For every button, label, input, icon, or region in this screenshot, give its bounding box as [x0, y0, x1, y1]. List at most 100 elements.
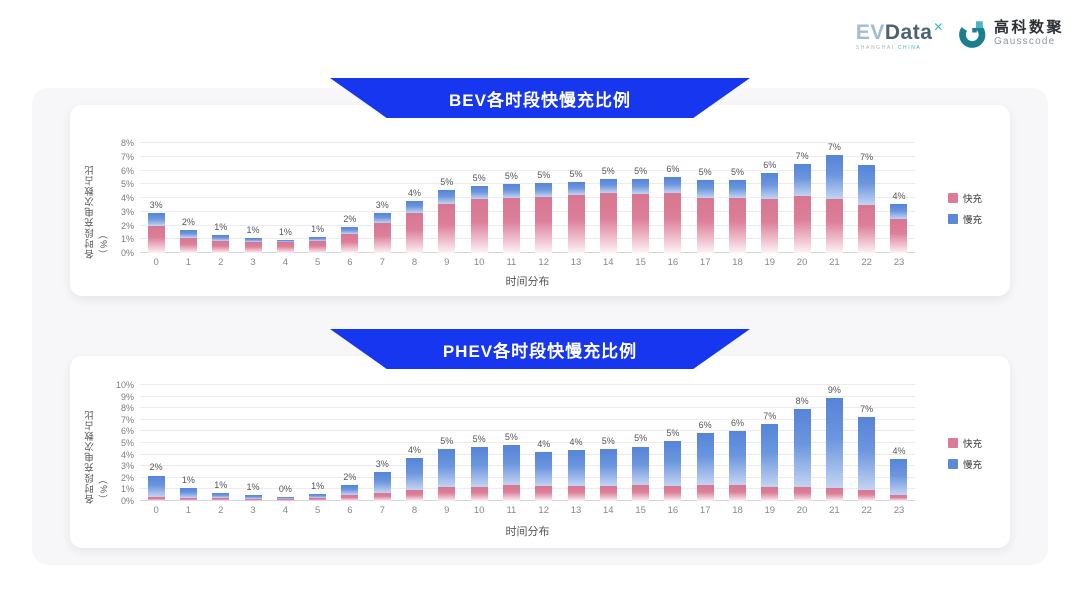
- fast-charge-segment: [567, 485, 585, 501]
- slow-charge-segment: [373, 472, 391, 493]
- slow-charge-segment: [793, 163, 811, 196]
- bar-18: 5%: [721, 143, 753, 253]
- y-tick-label: 7%: [120, 151, 134, 162]
- gridline: [140, 442, 915, 443]
- fast-charge-segment: [373, 222, 391, 253]
- bar-19: 7%: [754, 385, 786, 501]
- legend-swatch: [947, 438, 958, 448]
- y-tick-label: 5%: [120, 438, 134, 448]
- fast-charge-segment: [761, 199, 779, 253]
- bar-total-label: 2%: [343, 213, 357, 224]
- header-logos: EVData✕ SHANGHAI CHINA 高科数聚 Gausscode: [856, 16, 1064, 52]
- gridline: [140, 418, 915, 420]
- gridline: [140, 210, 915, 212]
- bar-3: 1%: [237, 385, 269, 501]
- y-tick-label: 1%: [120, 234, 134, 245]
- x-tick-label: 19: [764, 257, 776, 268]
- y-tick-label: 3%: [120, 206, 134, 217]
- fast-charge-segment: [438, 203, 456, 253]
- fast-charge-segment: [535, 196, 553, 253]
- bar-13: 5%: [560, 143, 592, 253]
- x-tick-label: 6: [347, 505, 353, 516]
- x-tick-label: 20: [796, 257, 808, 268]
- slow-charge-segment: [728, 431, 746, 485]
- bev-plot-area: 0% 1% 2% 3% 4% 5% 6% 7% 8% 3% 2% 1% 1% 1% 1% 2% 3% 4% 5% 5…: [121, 138, 915, 258]
- bar-total-label: 5%: [537, 169, 551, 180]
- y-tick-label: 7%: [120, 414, 134, 425]
- bar-total-label: 2%: [181, 216, 195, 227]
- evdata-logo: EVData✕ SHANGHAI CHINA: [856, 16, 944, 51]
- bar-total-label: 4%: [892, 190, 906, 201]
- fast-charge-segment: [502, 485, 520, 501]
- bar-6: 2%: [334, 385, 366, 501]
- bar-2: 1%: [205, 143, 237, 253]
- bar-11: 5%: [495, 143, 527, 253]
- x-tick-label: 11: [506, 505, 517, 516]
- x-tick-label: 6: [347, 257, 353, 268]
- bar-total-label: 2%: [149, 462, 163, 473]
- slow-charge-segment: [761, 173, 779, 200]
- bar-7: 3%: [366, 143, 398, 253]
- gridline: [140, 224, 915, 226]
- x-tick-label: 13: [570, 257, 582, 268]
- bev-y-axis-title: 各时段充电次数占比（%）: [85, 164, 110, 260]
- phev-x-axis-title: 时间分布: [505, 526, 550, 538]
- fast-charge-segment: [664, 192, 682, 253]
- bar-6: 2%: [334, 143, 366, 253]
- x-tick-label: 3: [250, 505, 256, 516]
- bar-total-label: 0%: [278, 483, 292, 494]
- bar-total-label: 5%: [504, 171, 518, 182]
- bar-total-label: 6%: [698, 419, 712, 430]
- x-tick-label: 22: [861, 257, 872, 268]
- gridline: [140, 488, 915, 490]
- bar-total-label: 4%: [408, 445, 422, 456]
- x-tick-label: 8: [411, 257, 418, 268]
- y-tick-label: 6%: [120, 165, 134, 176]
- x-tick-label: 12: [538, 257, 549, 268]
- slow-charge-segment: [599, 178, 617, 193]
- slow-charge-segment: [341, 484, 359, 496]
- fast-charge-segment: [825, 199, 843, 253]
- fast-charge-segment: [793, 195, 811, 253]
- gridline: [140, 238, 915, 240]
- slow-charge-segment: [341, 226, 359, 234]
- bar-total-label: 5%: [440, 435, 454, 446]
- fast-charge-segment: [406, 213, 424, 253]
- bar-total-label: 5%: [601, 165, 615, 176]
- bar-total-label: 9%: [827, 384, 841, 395]
- bar-11: 5%: [495, 385, 527, 501]
- slow-charge-segment: [179, 488, 197, 498]
- x-tick-label: 4: [282, 505, 288, 516]
- x-tick-label: 21: [829, 257, 840, 268]
- legend-swatch: [947, 459, 958, 469]
- slow-charge-segment: [535, 452, 553, 486]
- gridline: [140, 169, 915, 171]
- bar-0: 3%: [140, 143, 172, 253]
- fast-charge-segment: [244, 498, 262, 501]
- fast-charge-segment: [341, 233, 359, 253]
- fast-charge-segment: [825, 488, 843, 501]
- bar-total-label: 7%: [827, 142, 841, 153]
- slow-charge-segment: [664, 176, 682, 193]
- fast-charge-segment: [276, 242, 294, 253]
- bar-total-label: 5%: [569, 168, 583, 179]
- bar-total-label: 5%: [666, 427, 680, 438]
- gridline: [140, 155, 915, 157]
- slow-charge-segment: [244, 495, 262, 499]
- bar-total-label: 5%: [634, 433, 648, 444]
- bar-total-label: 1%: [311, 481, 325, 492]
- slow-charge-segment: [147, 475, 165, 497]
- x-tick-label: 7: [379, 257, 385, 268]
- x-tick-label: 17: [699, 505, 711, 516]
- fast-charge-segment: [793, 487, 811, 501]
- x-tick-label: 17: [699, 257, 711, 268]
- y-tick-label: 2%: [120, 220, 134, 231]
- slow-charge-segment: [858, 417, 876, 490]
- slow-charge-segment: [696, 180, 714, 198]
- fast-charge-segment: [858, 204, 876, 253]
- bar-23: 4%: [883, 385, 915, 501]
- gridline: [140, 407, 915, 409]
- fast-charge-segment: [244, 242, 262, 253]
- fast-charge-segment: [179, 497, 197, 501]
- phev-x-axis-ticks: 0 1 2 3 4 5 6 7 8 9 10 11 12 13 14 15 16 17 18 19 20 21 22 23: [140, 505, 915, 516]
